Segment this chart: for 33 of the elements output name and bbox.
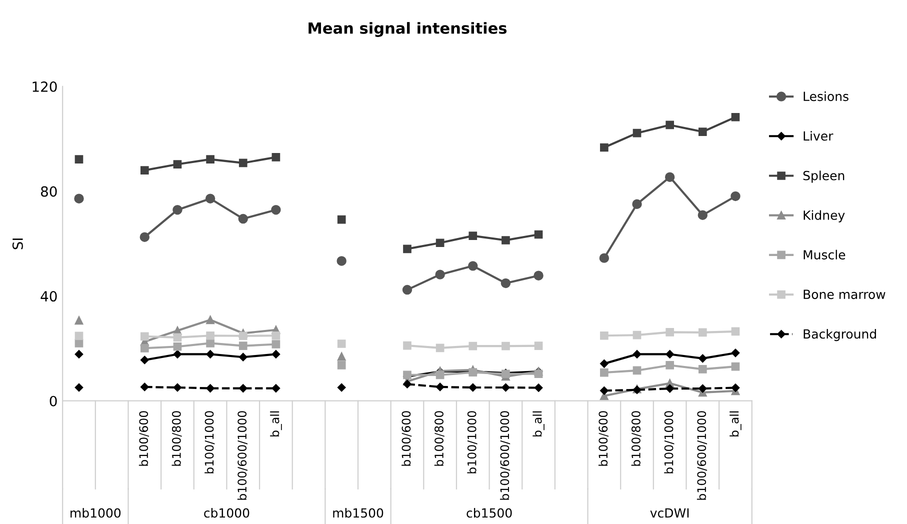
y-axis-title: SI — [12, 238, 23, 250]
x-tick-label: b100/800 — [434, 411, 444, 466]
x-tick-label: b100/1000 — [664, 411, 674, 474]
x-tick-label: b100/800 — [631, 411, 642, 466]
x-tick-label: b100/600/1000 — [696, 411, 708, 500]
legend-label: Spleen — [803, 170, 844, 183]
legend-label: Kidney — [804, 210, 845, 222]
x-tick-label: b100/600/1000 — [500, 411, 510, 500]
legend-label: Bone marrow — [804, 290, 886, 300]
x-tick-label: b_all — [532, 411, 544, 436]
text: vcDWI — [650, 508, 689, 518]
text: mb1000 — [70, 508, 121, 518]
text: cb1500 — [466, 508, 512, 518]
y-tick-label: 80 — [40, 186, 57, 197]
x-tick-label: b100/1000 — [204, 411, 215, 474]
text: cb1000 — [204, 508, 250, 518]
x-tick-label: b100/600/1000 — [237, 411, 248, 500]
legend-label: Liver — [804, 131, 834, 141]
chart-title: Mean signal intensities — [308, 22, 507, 37]
x-tick-label: b100/800 — [172, 411, 182, 466]
x-tick-label: b100/600 — [402, 411, 412, 466]
x-tick-label: b100/600 — [598, 411, 609, 466]
legend-label: Lesions — [804, 91, 848, 102]
x-tick-label: b100/600 — [138, 411, 149, 466]
x-tick-label: b_all — [730, 411, 742, 436]
y-tick-label: 120 — [32, 81, 57, 92]
y-tick-label: 0 — [50, 396, 57, 406]
x-tick-label: b_all — [270, 411, 282, 436]
y-tick-label: 40 — [40, 291, 57, 302]
x-tick-label: b100/1000 — [467, 411, 478, 474]
legend-label: Background — [804, 329, 876, 342]
text: mb1500 — [333, 508, 384, 518]
legend-label: Muscle — [804, 250, 846, 260]
